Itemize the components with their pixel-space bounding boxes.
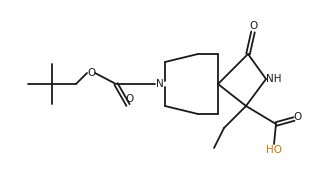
Text: N: N: [156, 79, 164, 89]
Text: O: O: [294, 112, 302, 122]
Text: O: O: [87, 68, 95, 78]
Text: O: O: [126, 94, 134, 104]
Text: NH: NH: [266, 74, 282, 84]
Text: O: O: [250, 21, 258, 31]
Text: HO: HO: [266, 145, 282, 155]
